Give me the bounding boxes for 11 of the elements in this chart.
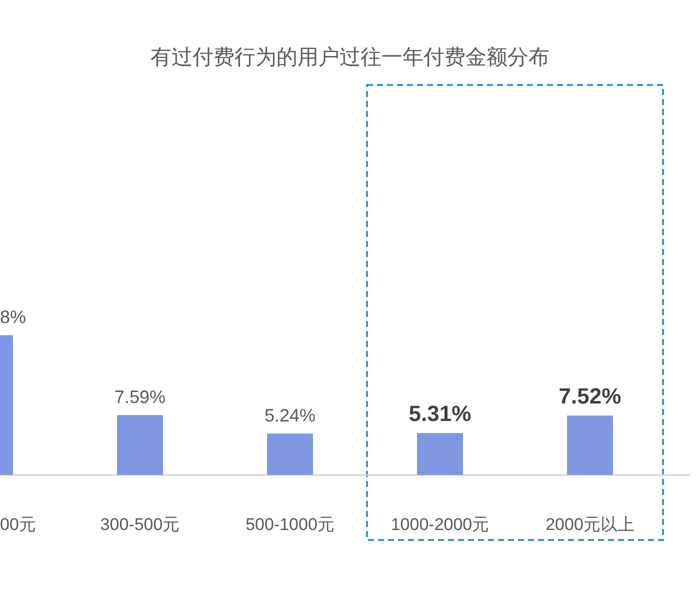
annotation: 8% <box>0 307 26 328</box>
x-tick-label: 00元 <box>0 515 36 534</box>
x-tick-label: 2000元以上 <box>546 515 634 534</box>
x-tick-label: 500-1000元 <box>246 515 334 534</box>
data-label: 5.24% <box>264 406 316 426</box>
data-label: 5.31% <box>408 401 472 426</box>
x-tick-label: 300-500元 <box>100 515 180 534</box>
data-label: 7.52% <box>558 384 622 409</box>
x-tick-label: 1000-2000元 <box>390 515 490 534</box>
data-label: 7.59% <box>114 387 166 408</box>
chart-title: 有过付费行为的用户过往一年付费金额分布 <box>150 46 550 69</box>
